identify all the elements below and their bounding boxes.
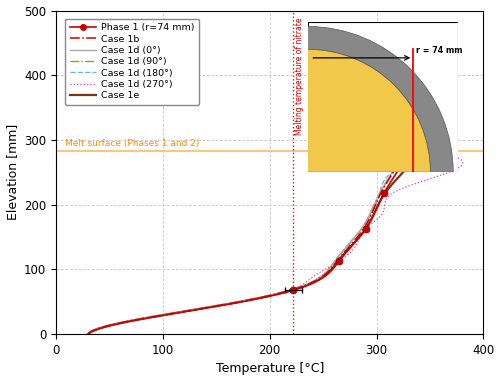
Case 1d (0°) [391, 168, 397, 172]
Line: Case 1d (0°): Case 1d (0°) [88, 143, 405, 334]
Case 1d (270°) [452, 168, 458, 172]
Text: Melt surface (Phases 1 and 2): Melt surface (Phases 1 and 2) [64, 139, 199, 148]
Case 1d (180°) [369, 210, 375, 215]
Phase 1 (r=74 mm) [363, 226, 369, 231]
Case 1d (270°) [380, 210, 386, 215]
Case 1d (90°) [406, 141, 411, 146]
Case 1d (180°) [394, 168, 400, 172]
Phase 1 (r=74 mm) [290, 288, 296, 293]
Case 1d (270°) [120, 320, 126, 325]
X-axis label: Temperature [°C]: Temperature [°C] [216, 362, 324, 375]
Case 1d (0°) [362, 221, 368, 226]
Case 1d (0°) [120, 320, 126, 325]
Case 1d (0°) [368, 210, 374, 215]
Case 1d (90°) [392, 168, 398, 172]
Case 1e [369, 216, 375, 221]
Case 1d (270°) [85, 332, 91, 336]
Case 1d (90°) [362, 221, 368, 226]
Phase 1 (r=74 mm) [381, 191, 387, 195]
Case 1b [364, 221, 370, 226]
Case 1e [85, 332, 91, 336]
Case 1d (90°) [85, 332, 91, 336]
Case 1e [385, 187, 391, 192]
Case 1d (90°) [368, 210, 374, 215]
Line: Phase 1 (r=74 mm): Phase 1 (r=74 mm) [290, 157, 406, 294]
FancyBboxPatch shape [308, 22, 458, 172]
Case 1d (0°) [402, 141, 408, 146]
Phase 1 (r=74 mm) [400, 158, 406, 163]
Case 1b [392, 168, 398, 172]
Case 1d (180°) [85, 332, 91, 336]
Case 1b [369, 210, 375, 215]
Case 1b [380, 187, 386, 192]
Case 1e [402, 168, 408, 172]
Case 1d (180°) [378, 187, 384, 192]
Case 1d (0°) [85, 332, 91, 336]
Wedge shape [308, 26, 453, 172]
Case 1d (270°) [369, 221, 375, 226]
Case 1d (90°) [379, 187, 385, 192]
Case 1e [120, 320, 126, 325]
Case 1d (270°) [358, 141, 364, 146]
Case 1d (270°) [376, 216, 382, 221]
Y-axis label: Elevation [mm]: Elevation [mm] [6, 124, 18, 221]
Line: Case 1b: Case 1b [88, 143, 406, 334]
Case 1d (180°) [366, 216, 372, 221]
Line: Case 1e: Case 1e [88, 143, 414, 334]
Case 1d (0°) [365, 216, 371, 221]
Case 1d (180°) [120, 320, 126, 325]
Case 1d (180°) [330, 141, 336, 146]
Case 1d (270°) [397, 187, 403, 192]
Legend: Phase 1 (r=74 mm), Case 1b, Case 1d (0°), Case 1d (90°), Case 1d (180°), Case 1d: Phase 1 (r=74 mm), Case 1b, Case 1d (0°)… [65, 19, 199, 105]
Case 1d (180°) [362, 221, 368, 226]
Line: Case 1d (270°): Case 1d (270°) [88, 143, 463, 334]
Case 1b [120, 320, 126, 325]
Case 1e [376, 141, 382, 146]
Case 1e [366, 221, 372, 226]
Case 1b [403, 141, 409, 146]
Wedge shape [308, 49, 430, 172]
Case 1d (90°) [365, 216, 371, 221]
Case 1e [372, 210, 378, 215]
Case 1d (90°) [120, 320, 126, 325]
Text: r = 74 mm: r = 74 mm [416, 46, 463, 55]
Phase 1 (r=74 mm) [336, 259, 342, 263]
Line: Case 1d (90°): Case 1d (90°) [88, 143, 408, 334]
Case 1d (0°) [379, 187, 385, 192]
Text: Melting temperature of nitrate: Melting temperature of nitrate [296, 17, 304, 134]
Case 1b [85, 332, 91, 336]
Case 1b [366, 216, 372, 221]
Line: Case 1d (180°): Case 1d (180°) [88, 143, 416, 334]
